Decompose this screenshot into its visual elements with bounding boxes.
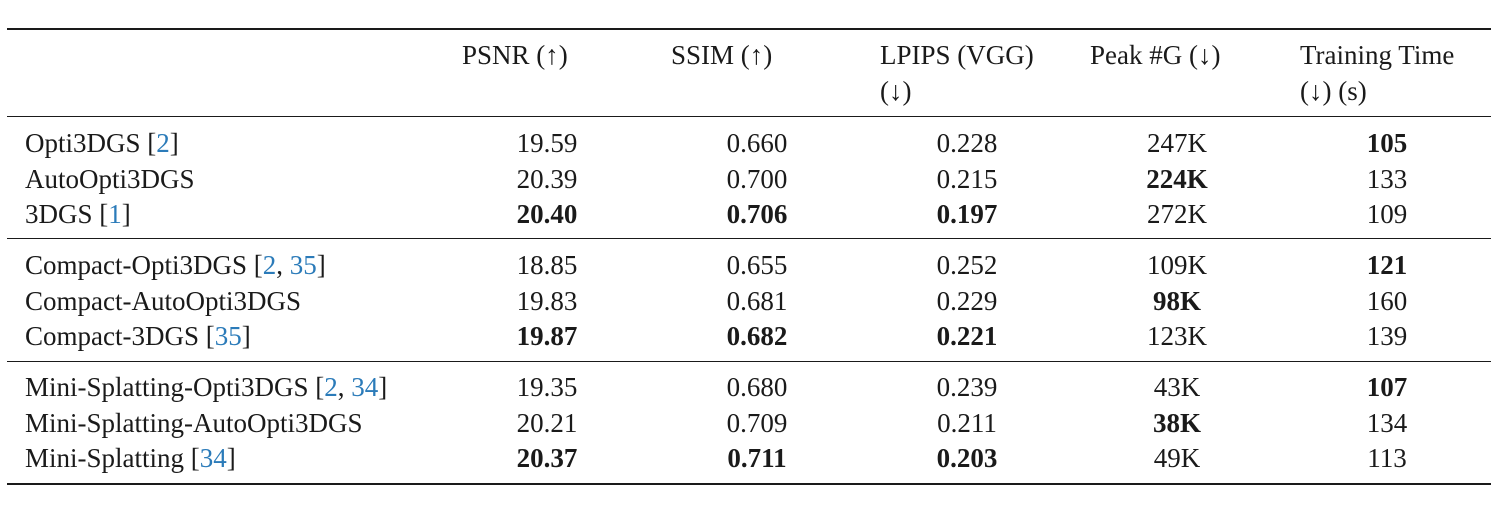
method-name: Compact-Opti3DGS [2, 35]: [25, 250, 326, 280]
cell-peak: 272K: [1147, 199, 1207, 230]
cell-peak: 43K: [1153, 372, 1201, 402]
citation-link[interactable]: 1: [108, 199, 122, 230]
method-name: Compact-3DGS [35]: [25, 321, 251, 352]
cell-lpips: 0.197: [936, 199, 998, 230]
method-label: AutoOpti3DGS: [25, 163, 195, 194]
citation-link[interactable]: 2: [156, 128, 170, 158]
cell-time: 134: [1366, 407, 1408, 438]
cell-time: 160: [1366, 285, 1408, 316]
group-rule-2: [7, 361, 1491, 363]
cell-lpips: 0.203: [936, 443, 998, 474]
cell-psnr: 18.85: [516, 250, 578, 280]
cell-time: 133: [1366, 163, 1408, 194]
method-name: Mini-Splatting [34]: [25, 443, 236, 474]
method-label: Compact-Opti3DGS: [25, 250, 247, 280]
cell-time: 121: [1366, 250, 1408, 280]
header-time: Training Time: [1300, 40, 1455, 70]
cell-time: 113: [1367, 443, 1407, 474]
method-name: Compact-AutoOpti3DGS: [25, 283, 301, 319]
cell-time: 109: [1366, 199, 1408, 230]
cell-lpips: 0.211: [937, 407, 997, 438]
cell-lpips: 0.228: [936, 128, 998, 158]
cell-lpips: 0.221: [936, 321, 998, 352]
method-label: Mini-Splatting-Opti3DGS: [25, 372, 309, 402]
cell-ssim: 0.655: [726, 250, 788, 280]
cell-lpips: 0.229: [936, 285, 998, 316]
cell-peak: 224K: [1146, 163, 1208, 194]
cell-ssim: 0.681: [726, 285, 788, 316]
method-label: Mini-Splatting-AutoOpti3DGS: [25, 407, 363, 438]
cell-lpips: 0.239: [936, 372, 998, 402]
citation-link[interactable]: 2: [324, 372, 338, 402]
citation-link[interactable]: 35: [289, 250, 317, 280]
cell-psnr: 20.39: [516, 163, 578, 194]
method-name: Opti3DGS [2]: [25, 128, 179, 158]
cell-psnr: 20.37: [516, 443, 578, 474]
group-rule-1: [7, 238, 1491, 240]
cell-ssim: 0.706: [726, 199, 788, 230]
method-name: AutoOpti3DGS: [25, 161, 195, 197]
citation-link[interactable]: 34: [199, 443, 227, 474]
cell-ssim: 0.682: [726, 321, 788, 352]
cell-ssim: 0.711: [727, 443, 787, 474]
citation-link[interactable]: 34: [351, 372, 379, 402]
cell-lpips: 0.215: [936, 163, 998, 194]
header-lpips-arrow: (↓): [880, 76, 912, 106]
top-rule: [7, 28, 1491, 30]
header-peak: Peak #G (↓): [1090, 40, 1221, 70]
method-name: Mini-Splatting-Opti3DGS [2, 34]: [25, 372, 388, 402]
cell-ssim: 0.660: [726, 128, 788, 158]
bottom-rule: [7, 483, 1491, 485]
cell-psnr: 19.35: [516, 372, 578, 402]
cell-psnr: 20.40: [516, 199, 578, 230]
header-lpips: LPIPS (VGG): [880, 40, 1034, 70]
cell-peak: 247K: [1147, 128, 1207, 158]
cell-peak: 49K: [1153, 443, 1201, 474]
cell-peak: 109K: [1147, 250, 1207, 280]
method-label: Compact-AutoOpti3DGS: [25, 285, 301, 316]
method-label: Opti3DGS: [25, 128, 141, 158]
citation-link[interactable]: 35: [214, 321, 242, 352]
method-name: 3DGS [1]: [25, 199, 131, 230]
cell-ssim: 0.680: [726, 372, 788, 402]
cell-ssim: 0.709: [726, 407, 788, 438]
cell-lpips: 0.252: [936, 250, 998, 280]
cell-time: 139: [1366, 321, 1408, 352]
header-rule: [7, 116, 1491, 118]
method-label: Compact-3DGS: [25, 321, 199, 352]
cell-psnr: 20.21: [516, 407, 578, 438]
method-label: Mini-Splatting: [25, 443, 185, 474]
cell-time: 107: [1366, 372, 1408, 402]
cell-ssim: 0.700: [726, 163, 788, 194]
method-label: 3DGS: [25, 199, 93, 230]
cell-peak: 38K: [1152, 407, 1201, 438]
cell-peak: 98K: [1152, 285, 1201, 316]
cell-psnr: 19.83: [516, 285, 578, 316]
citation-link[interactable]: 2: [262, 250, 277, 280]
cell-time: 105: [1366, 128, 1408, 158]
header-ssim: SSIM (↑): [671, 40, 773, 70]
cell-psnr: 19.87: [516, 321, 578, 352]
header-psnr: PSNR (↑): [462, 40, 568, 70]
cell-psnr: 19.59: [516, 128, 578, 158]
cell-peak: 123K: [1147, 321, 1207, 352]
method-name: Mini-Splatting-AutoOpti3DGS: [25, 405, 363, 441]
header-time-unit: (↓) (s): [1300, 76, 1367, 106]
